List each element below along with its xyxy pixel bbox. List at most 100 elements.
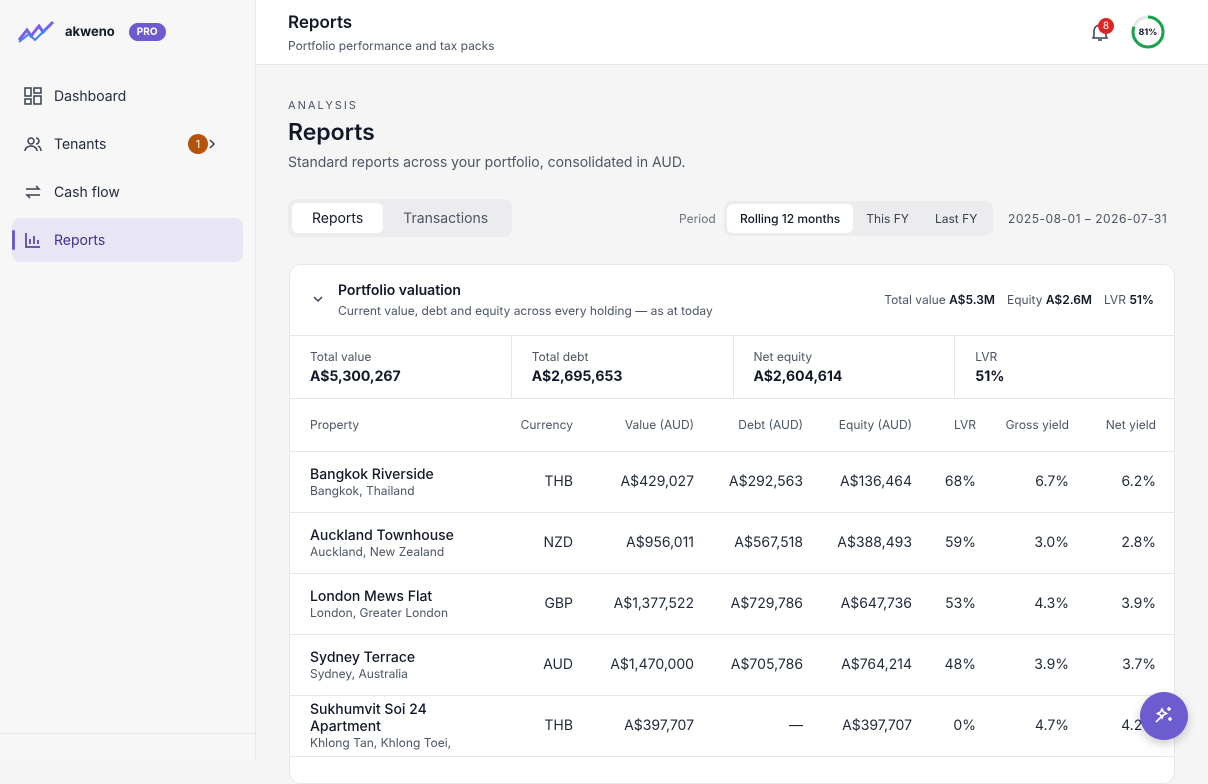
column-header: LVR — [913, 399, 977, 452]
table-cell: 59% — [913, 512, 977, 574]
table-cell: 6.2% — [1070, 451, 1174, 513]
plan-badge: PRO — [128, 23, 166, 41]
table-cell: THB — [494, 695, 574, 757]
nav-label: Cash flow — [54, 183, 120, 201]
nav-item[interactable]: Dashboard — [12, 74, 243, 118]
stat-value: A$5,300,267 — [310, 368, 401, 385]
table-cell: THB — [494, 451, 574, 513]
stat: LVR 51% — [955, 336, 1174, 398]
property-name: Auckland Townhouse — [310, 526, 454, 544]
column-header: Equity (AUD) — [804, 399, 913, 452]
logo — [17, 20, 55, 43]
nav-label: Dashboard — [54, 87, 127, 105]
period-option[interactable]: Last FY — [934, 211, 978, 226]
table-cell: 68% — [913, 451, 977, 513]
property-location: Sydney, Australia — [310, 665, 408, 681]
summary-label: Total value — [884, 292, 946, 307]
property-name: London Mews Flat — [310, 587, 433, 605]
table-cell: A$567,518 — [695, 512, 804, 574]
table-cell: A$705,786 — [695, 634, 804, 696]
summary-value: A$5.3M — [949, 292, 995, 307]
page-title: Reports — [288, 118, 375, 146]
property-name: Bangkok Riverside — [310, 465, 434, 483]
summary-value: A$2.6M — [1045, 292, 1092, 307]
stat: Total value A$5,300,267 — [290, 336, 512, 398]
table-cell: GBP — [494, 573, 574, 635]
sidebar: akweno PRO Dashboard Tenants 1 Cash flow … — [0, 0, 256, 760]
nav-item[interactable]: Cash flow — [12, 170, 243, 214]
progress-label: 81% — [1138, 26, 1158, 38]
tabs: Reports Transactions — [288, 199, 513, 237]
property-location: Khlong Tan, Khlong Toei, — [310, 735, 452, 750]
summary: Total value A$5.3M Equity A$2.6M LVR 51% — [884, 292, 1154, 307]
summary-label: LVR — [1103, 292, 1126, 307]
stat-label: Total value — [310, 349, 372, 364]
table-cell: A$397,707 — [804, 695, 913, 757]
property-name: Sydney Terrace — [310, 648, 416, 666]
header-subtitle: Portfolio performance and tax packs — [288, 38, 495, 53]
header-title: Reports — [288, 13, 353, 33]
summary-item: Equity A$2.6M — [1007, 292, 1092, 307]
brand: akweno PRO — [17, 20, 166, 44]
table-cell: A$136,464 — [804, 451, 913, 513]
table-cell: A$1,377,522 — [574, 573, 695, 635]
top-bar: Reports Portfolio performance and tax pa… — [256, 0, 1208, 65]
stat-value: 51% — [975, 368, 1005, 385]
period-selector: Rolling 12 months This FY Last FY — [724, 201, 994, 236]
date-range: 2025-08-01 – 2026-07-31 — [1008, 211, 1168, 226]
table-cell: 48% — [913, 634, 977, 696]
summary-label: Equity — [1006, 292, 1043, 307]
table-cell: 4.7% — [977, 695, 1070, 757]
stat-label: LVR — [975, 349, 998, 364]
eyebrow: ANALYSIS — [288, 98, 358, 112]
table-row: Sukhumvit Soi 24 Apartment Khlong Tan, Kh… — [290, 695, 1174, 757]
period-option[interactable]: Rolling 12 months — [727, 204, 854, 233]
table-cell: A$764,214 — [804, 634, 913, 696]
table-cell: 3.7% — [1070, 634, 1174, 696]
nav-label: Reports — [54, 231, 106, 249]
sidebar-footer — [0, 733, 255, 760]
nav: Dashboard Tenants 1 Cash flow Reports — [12, 74, 243, 266]
table-row: London Mews Flat London, Greater London GB… — [290, 573, 1174, 635]
table-row: Sydney Terrace Sydney, Australia AUD A$1,47… — [290, 634, 1174, 696]
tab[interactable]: Reports — [292, 203, 384, 233]
property-cell: Auckland Townhouse Auckland, New Zealand — [290, 512, 494, 574]
table-row: Bangkok Riverside Bangkok, Thailand THB A$4… — [290, 451, 1174, 513]
stat-label: Total debt — [531, 349, 589, 364]
tab[interactable]: Transactions — [403, 209, 489, 227]
valuation-table: Property Currency Value (AUD) Debt (AUD) Equ… — [290, 399, 1174, 757]
column-header: Property — [290, 399, 494, 452]
card-subtitle: Current value, debt and equity across ev… — [338, 303, 713, 318]
chevron — [209, 139, 216, 149]
nav-label: Tenants — [54, 135, 107, 153]
nav-item[interactable]: Reports — [12, 218, 243, 262]
nav-count: 1 — [188, 134, 208, 154]
assistant-button[interactable] — [1140, 692, 1188, 740]
card-title: Portfolio valuation — [338, 282, 461, 299]
property-name: Sukhumvit Soi 24 Apartment — [310, 701, 427, 735]
property-cell: Bangkok Riverside Bangkok, Thailand — [290, 451, 494, 513]
property-location: London, Greater London — [310, 604, 449, 620]
notification-count: 8 — [1098, 18, 1114, 34]
table-body: Bangkok Riverside Bangkok, Thailand THB A$4… — [290, 451, 1174, 757]
collapse-toggle[interactable] — [312, 294, 324, 304]
progress-ring — [1131, 15, 1165, 49]
table-cell: A$292,563 — [695, 451, 804, 513]
table-cell: 6.7% — [977, 451, 1070, 513]
column-header: Net yield — [1070, 399, 1174, 452]
stat-value: A$2,604,614 — [753, 368, 843, 385]
property-cell: Sydney Terrace Sydney, Australia — [290, 634, 494, 696]
column-header: Debt (AUD) — [695, 399, 804, 452]
nav-item[interactable]: Tenants 1 — [12, 122, 243, 166]
page-description: Standard reports across your portfolio, … — [288, 154, 686, 171]
table-cell: 53% — [913, 573, 977, 635]
summary-value: 51% — [1129, 292, 1154, 307]
column-header: Gross yield — [977, 399, 1070, 452]
table-cell: A$956,011 — [574, 512, 695, 574]
column-header: Currency — [494, 399, 574, 452]
period-option[interactable]: This FY — [866, 211, 909, 226]
valuation-card: Portfolio valuation Current value, debt … — [289, 264, 1175, 784]
stat-value: A$2,695,653 — [531, 368, 623, 385]
table-cell: AUD — [494, 634, 574, 696]
